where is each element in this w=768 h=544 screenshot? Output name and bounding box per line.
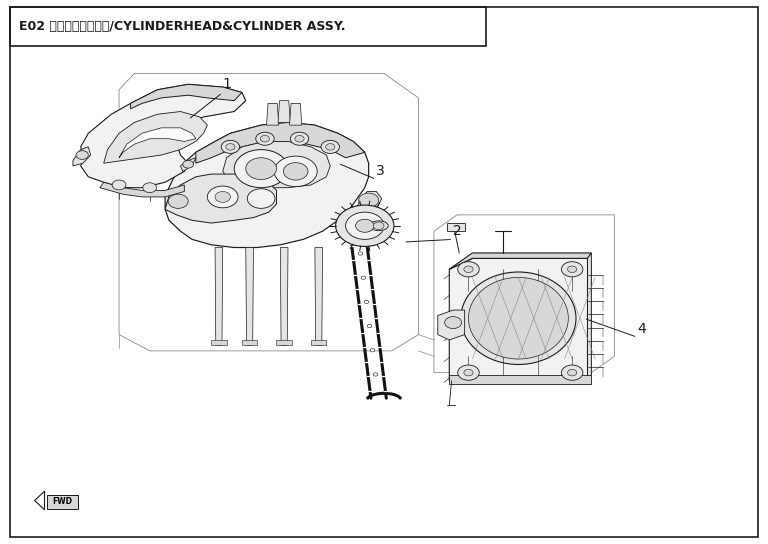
Circle shape: [168, 194, 188, 208]
Polygon shape: [588, 253, 591, 381]
Polygon shape: [180, 158, 196, 171]
Polygon shape: [311, 340, 326, 345]
Polygon shape: [215, 248, 223, 345]
Polygon shape: [81, 84, 246, 188]
Polygon shape: [211, 340, 227, 345]
Polygon shape: [290, 103, 302, 125]
Polygon shape: [165, 174, 276, 223]
Text: 1: 1: [222, 77, 231, 91]
Circle shape: [445, 317, 462, 329]
Circle shape: [336, 205, 394, 246]
Polygon shape: [280, 248, 288, 345]
Circle shape: [356, 219, 374, 232]
Polygon shape: [447, 223, 465, 231]
Polygon shape: [223, 141, 330, 188]
Polygon shape: [449, 375, 591, 384]
Circle shape: [326, 144, 335, 150]
Circle shape: [464, 266, 473, 273]
Polygon shape: [278, 101, 290, 122]
Circle shape: [256, 132, 274, 145]
Circle shape: [226, 144, 235, 150]
Circle shape: [361, 276, 366, 279]
Ellipse shape: [461, 272, 576, 364]
Circle shape: [358, 252, 362, 255]
Circle shape: [221, 140, 240, 153]
Circle shape: [359, 193, 379, 207]
Polygon shape: [104, 112, 207, 163]
Circle shape: [215, 191, 230, 202]
Circle shape: [364, 300, 369, 304]
Polygon shape: [47, 495, 78, 509]
Circle shape: [568, 266, 577, 273]
Circle shape: [367, 324, 372, 327]
Circle shape: [346, 212, 384, 239]
Polygon shape: [35, 491, 45, 510]
Polygon shape: [242, 340, 257, 345]
Circle shape: [183, 160, 194, 168]
Circle shape: [458, 365, 479, 380]
Circle shape: [246, 158, 276, 180]
Text: 3: 3: [376, 164, 385, 178]
Bar: [10, 7, 486, 46]
Circle shape: [283, 163, 308, 180]
Circle shape: [568, 369, 577, 376]
Polygon shape: [196, 122, 365, 163]
Text: FWD: FWD: [52, 497, 72, 506]
Text: 4: 4: [637, 322, 646, 336]
Polygon shape: [315, 248, 323, 345]
Polygon shape: [276, 340, 292, 345]
Polygon shape: [449, 253, 591, 269]
Circle shape: [234, 150, 288, 188]
Polygon shape: [73, 147, 91, 166]
Circle shape: [247, 189, 275, 208]
Polygon shape: [119, 128, 196, 158]
Polygon shape: [449, 258, 588, 381]
Circle shape: [207, 186, 238, 208]
Circle shape: [112, 180, 126, 190]
Polygon shape: [246, 248, 253, 345]
Polygon shape: [165, 193, 192, 209]
Circle shape: [76, 151, 88, 159]
Polygon shape: [165, 122, 369, 248]
Text: E02 气缸盖、气缸总成/CYLINDERHEAD&CYLINDER ASSY.: E02 气缸盖、气缸总成/CYLINDERHEAD&CYLINDER ASSY.: [19, 20, 346, 33]
Polygon shape: [357, 191, 382, 209]
Text: 2: 2: [452, 224, 462, 238]
Circle shape: [290, 132, 309, 145]
Circle shape: [458, 262, 479, 277]
Circle shape: [321, 140, 339, 153]
Circle shape: [373, 222, 384, 230]
Ellipse shape: [369, 221, 389, 231]
Circle shape: [373, 373, 378, 376]
Polygon shape: [100, 182, 184, 197]
Circle shape: [464, 369, 473, 376]
Circle shape: [274, 156, 317, 187]
Circle shape: [370, 349, 375, 352]
Polygon shape: [131, 84, 242, 109]
Circle shape: [561, 262, 583, 277]
Circle shape: [561, 365, 583, 380]
Circle shape: [143, 183, 157, 193]
Polygon shape: [266, 103, 279, 125]
Circle shape: [260, 135, 270, 142]
Polygon shape: [438, 310, 465, 340]
Ellipse shape: [468, 277, 568, 359]
Circle shape: [295, 135, 304, 142]
